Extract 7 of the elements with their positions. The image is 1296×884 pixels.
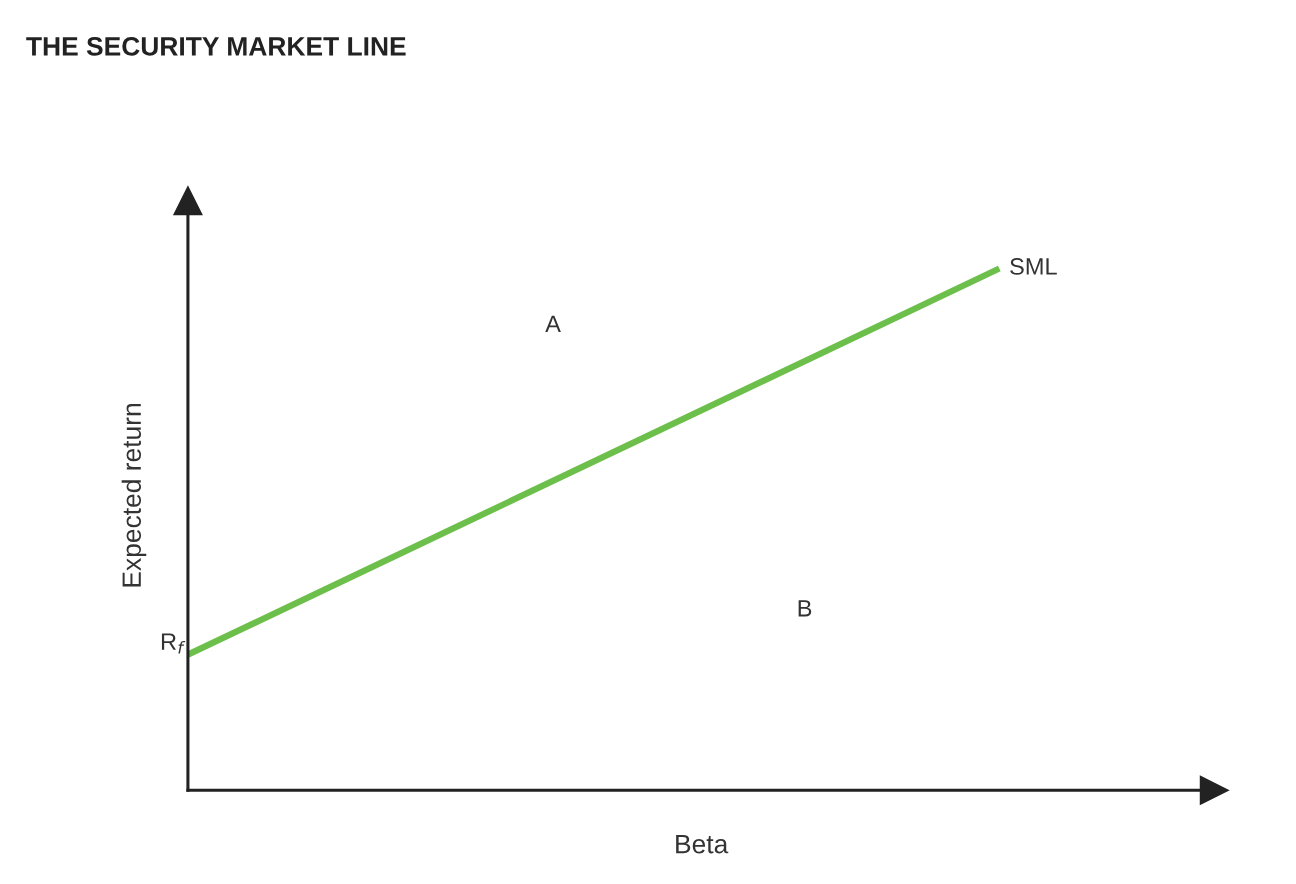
x-axis-title: Beta <box>676 835 729 854</box>
annotation: A <box>545 315 561 332</box>
annotation: B <box>798 600 812 617</box>
chart-title: THE SECURITY MARKET LINE <box>26 37 406 56</box>
series-label: SML <box>1010 258 1057 275</box>
text: R$_{f}$ <box>161 633 186 654</box>
y-axis-title: Expected return <box>121 404 147 587</box>
